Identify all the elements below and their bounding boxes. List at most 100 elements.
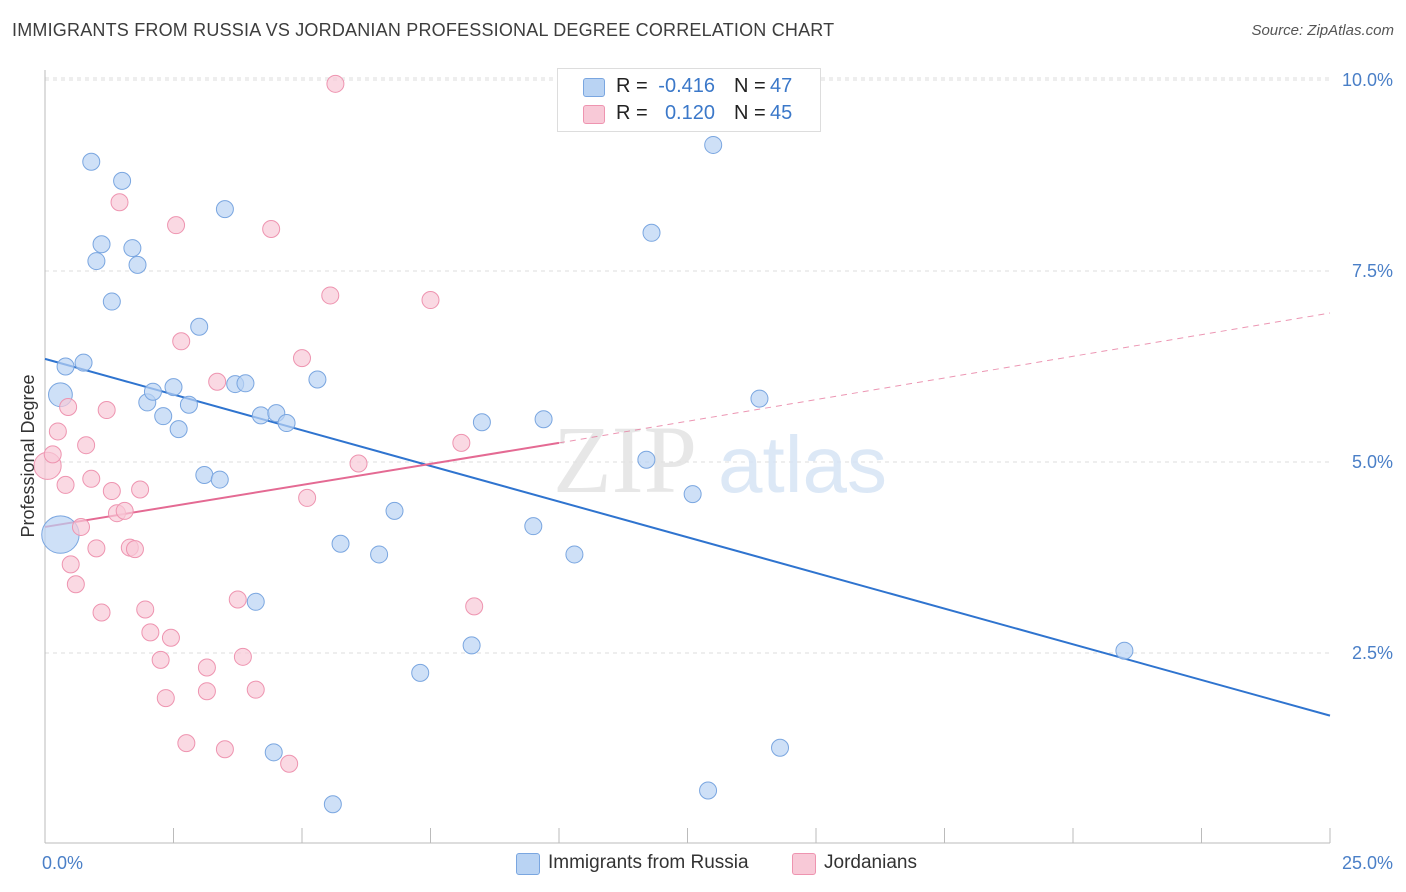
point-russia (164, 378, 183, 397)
y-tick-label: 10.0% (1342, 70, 1393, 90)
point-russia (524, 517, 543, 536)
legend-n-label: N = (734, 102, 766, 124)
point-russia (472, 413, 491, 432)
y-axis-label: Professional Degree (18, 374, 38, 537)
point-jordanians (151, 650, 170, 669)
point-jordanians (161, 628, 180, 647)
point-russia (82, 152, 101, 171)
point-russia (123, 239, 142, 258)
point-russia (102, 292, 121, 311)
legend-swatch-russia (583, 78, 605, 97)
point-jordanians (97, 401, 116, 420)
legend-r-value: -0.416 (658, 75, 715, 97)
point-russia (87, 252, 106, 271)
point-jordanians (197, 682, 216, 701)
legend-n-value: 47 (770, 75, 793, 97)
point-russia (704, 135, 723, 154)
point-russia (323, 795, 342, 814)
point-russia (264, 743, 283, 762)
point-russia (113, 171, 132, 190)
point-jordanians (228, 590, 247, 609)
point-jordanians (110, 193, 129, 212)
point-russia (411, 663, 430, 682)
point-russia (637, 450, 656, 469)
point-jordanians (293, 349, 311, 368)
bottom-legend-label-russia: Immigrants from Russia (548, 852, 749, 873)
legend-row-jordanians: R = 0.120 N = 45 (558, 101, 820, 127)
point-jordanians (59, 397, 78, 416)
trend-line-jordanians-extension (558, 312, 1331, 444)
point-jordanians (208, 372, 227, 391)
point-russia (74, 353, 93, 372)
point-jordanians (280, 754, 299, 773)
legend-r-label: R = (616, 75, 648, 97)
point-jordanians (61, 555, 80, 574)
y-tick-label: 7.5% (1352, 261, 1393, 281)
bottom-legend-swatch-jordanians (792, 853, 816, 875)
point-jordanians (326, 74, 345, 93)
point-russia (215, 200, 234, 219)
point-russia (1115, 641, 1134, 660)
point-russia (154, 407, 173, 426)
data-points (33, 74, 1134, 814)
point-jordanians (48, 422, 67, 441)
gridlines (45, 77, 1330, 654)
point-jordanians (136, 600, 155, 619)
point-russia (251, 406, 270, 425)
point-russia (143, 382, 162, 401)
point-jordanians (321, 286, 340, 305)
point-jordanians (233, 647, 252, 666)
tick-labels: 2.5% 5.0% 7.5% 10.0% 0.0% 25.0% (42, 70, 1393, 873)
point-russia (210, 470, 229, 489)
point-russia (534, 410, 553, 429)
point-russia (370, 545, 389, 564)
point-jordanians (156, 689, 175, 708)
point-jordanians (92, 603, 111, 622)
legend-r-label: R = (616, 102, 648, 124)
point-russia (462, 636, 481, 655)
point-russia (128, 255, 147, 274)
point-russia (195, 465, 214, 484)
chart-title: IMMIGRANTS FROM RUSSIA VS JORDANIAN PROF… (12, 20, 835, 40)
point-jordanians (246, 680, 265, 699)
point-jordanians (71, 517, 90, 536)
point-russia (190, 317, 209, 336)
point-jordanians (298, 488, 317, 507)
point-russia (642, 223, 661, 242)
point-jordanians (102, 482, 121, 501)
point-russia (771, 738, 790, 757)
point-russia (56, 357, 75, 376)
legend-r-value: 0.120 (664, 102, 715, 124)
point-jordanians (115, 501, 134, 520)
y-tick-label: 5.0% (1352, 452, 1393, 472)
point-jordanians (66, 575, 85, 594)
point-russia (179, 395, 198, 414)
point-jordanians (465, 597, 484, 616)
point-jordanians (177, 734, 196, 753)
bottom-legend-swatch-russia (516, 853, 540, 875)
x-tick-label: 0.0% (42, 853, 83, 873)
watermark-atlas: atlas (718, 420, 887, 509)
x-tick-label: 25.0% (1342, 853, 1393, 873)
point-jordanians (131, 480, 150, 499)
point-russia (683, 485, 702, 504)
point-russia (92, 235, 111, 254)
point-jordanians (87, 539, 106, 558)
point-russia (565, 545, 584, 564)
point-jordanians (141, 623, 160, 642)
y-tick-label: 2.5% (1352, 643, 1393, 663)
point-jordanians (262, 219, 281, 238)
legend-n-value: 45 (770, 102, 793, 124)
point-russia (41, 515, 80, 554)
legend-n-label: N = (734, 75, 766, 97)
point-russia (331, 534, 350, 553)
point-russia (699, 781, 718, 800)
point-jordanians (167, 216, 186, 235)
point-jordanians (125, 540, 144, 559)
point-russia (169, 420, 188, 439)
correlation-legend: R = -0.416 N = 47 R = 0.120 N = 45 (557, 68, 821, 132)
point-russia (246, 592, 265, 611)
point-jordanians (77, 436, 96, 455)
point-jordanians (349, 454, 368, 473)
